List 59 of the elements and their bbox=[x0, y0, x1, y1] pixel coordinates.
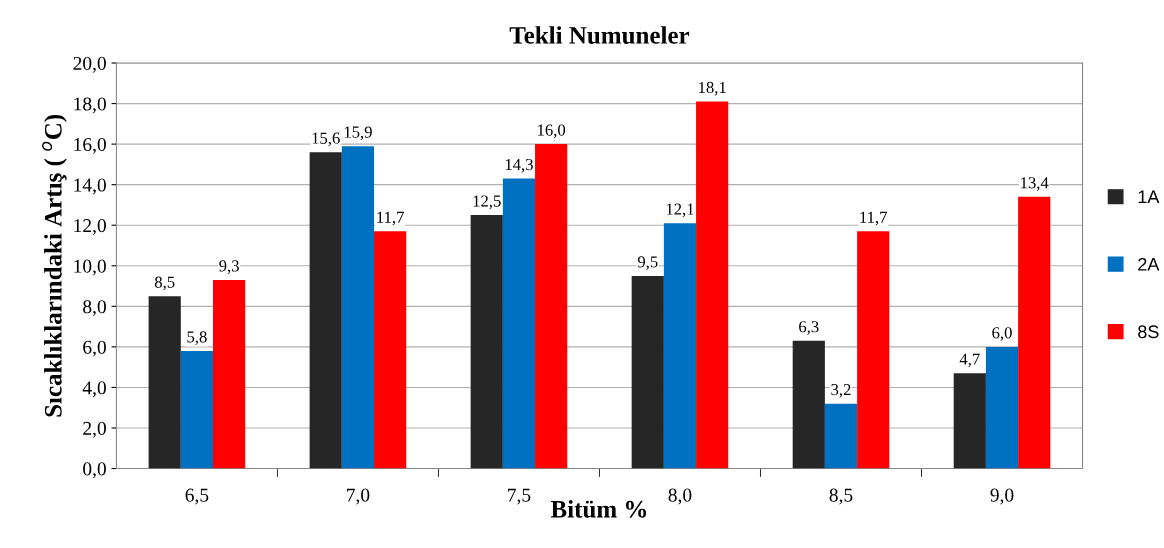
data-label: 11,7 bbox=[377, 211, 404, 226]
y-tick-label: 8,0 bbox=[83, 300, 106, 317]
bar bbox=[953, 373, 986, 469]
bar bbox=[470, 215, 503, 469]
y-tick-label: 14,0 bbox=[74, 178, 106, 195]
bar bbox=[1018, 196, 1051, 469]
bar bbox=[985, 346, 1019, 469]
data-label: 9,3 bbox=[219, 260, 239, 274]
y-tick-label: 12,0 bbox=[74, 219, 106, 235]
x-tick-label: 6,5 bbox=[185, 488, 209, 505]
data-label: 13,4 bbox=[1021, 177, 1049, 191]
chart-title: Tekli Numuneler bbox=[509, 26, 690, 44]
data-label: 9,5 bbox=[637, 256, 658, 270]
data-label: 16,0 bbox=[538, 124, 566, 139]
data-label: 5,8 bbox=[187, 331, 207, 345]
bar bbox=[502, 178, 536, 469]
data-label: 15,6 bbox=[312, 132, 340, 147]
y-tick-label: 20,0 bbox=[73, 56, 106, 73]
data-label: 14,3 bbox=[505, 158, 533, 173]
y-tick-label: 6,0 bbox=[83, 340, 106, 357]
bar bbox=[180, 350, 214, 469]
bar bbox=[374, 231, 407, 469]
bar bbox=[696, 101, 729, 469]
x-axis-title: Bitüm % bbox=[550, 500, 647, 518]
bar bbox=[792, 340, 825, 469]
x-tick-label: 8,0 bbox=[668, 488, 692, 505]
x-tick-label: 7,0 bbox=[347, 488, 370, 505]
y-tick-label: 18,0 bbox=[74, 97, 106, 114]
data-label: 3,2 bbox=[831, 384, 851, 398]
y-tick-label: 10,0 bbox=[74, 259, 106, 276]
bar bbox=[341, 146, 375, 469]
bar bbox=[857, 231, 890, 469]
bar bbox=[148, 296, 181, 469]
x-tick-label: 9,0 bbox=[990, 488, 1014, 505]
bar bbox=[535, 144, 568, 469]
y-tick-label: 0,0 bbox=[83, 462, 106, 479]
y-tick-label: 4,0 bbox=[82, 381, 106, 398]
data-label: 8,5 bbox=[154, 276, 175, 291]
legend-label: 1A bbox=[1138, 190, 1160, 204]
data-label: 6,0 bbox=[992, 327, 1012, 341]
x-tick-label: 7,5 bbox=[508, 488, 531, 505]
x-tick-label: 8,5 bbox=[829, 488, 853, 505]
legend-label: 2A bbox=[1138, 257, 1160, 271]
bar bbox=[213, 279, 246, 469]
bar bbox=[309, 152, 342, 469]
y-tick-label: 2,0 bbox=[83, 421, 106, 438]
data-label: 11,7 bbox=[860, 211, 887, 226]
data-label: 6,3 bbox=[799, 321, 819, 335]
data-label: 18,1 bbox=[699, 81, 726, 96]
y-tick-label: 16,0 bbox=[74, 137, 106, 154]
data-label: 12,5 bbox=[473, 195, 501, 210]
bar bbox=[631, 275, 664, 469]
data-label: 4,7 bbox=[959, 353, 980, 368]
data-label: 15,9 bbox=[344, 126, 372, 141]
legend-label: 8S bbox=[1138, 325, 1159, 339]
bar bbox=[824, 403, 858, 469]
y-axis-title: Sıcaklıklarındaki Artış ( $^{o}$C) bbox=[42, 114, 67, 417]
bar bbox=[663, 223, 697, 469]
data-label: 12,1 bbox=[666, 203, 694, 218]
